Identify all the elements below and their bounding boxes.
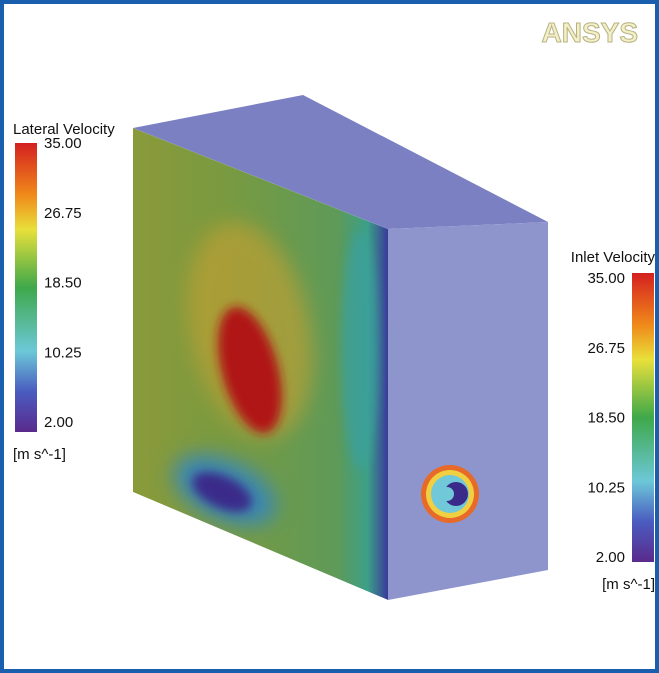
tick-label: 35.00 xyxy=(587,270,625,287)
tick-label: 2.00 xyxy=(596,549,625,566)
unit-label: [m s^-1] xyxy=(602,576,655,593)
color-bar xyxy=(15,143,37,432)
tick-label: 10.25 xyxy=(44,344,82,361)
logo: ANSYS xyxy=(542,17,638,48)
tick-label: 26.75 xyxy=(44,205,82,222)
tick-label: 10.25 xyxy=(587,479,625,496)
tick-label: 26.75 xyxy=(587,340,625,357)
inlet xyxy=(421,465,479,523)
color-bar xyxy=(632,273,654,562)
legend-title: Inlet Velocity xyxy=(571,249,656,266)
tick-label: 2.00 xyxy=(44,414,73,431)
tick-label: 18.50 xyxy=(587,410,625,427)
unit-label: [m s^-1] xyxy=(13,446,66,463)
tick-label: 35.00 xyxy=(44,135,82,152)
viewport: ANSYS Lateral Velocity 35.0026.7518.5010… xyxy=(0,0,659,673)
tick-label: 18.50 xyxy=(44,275,82,292)
